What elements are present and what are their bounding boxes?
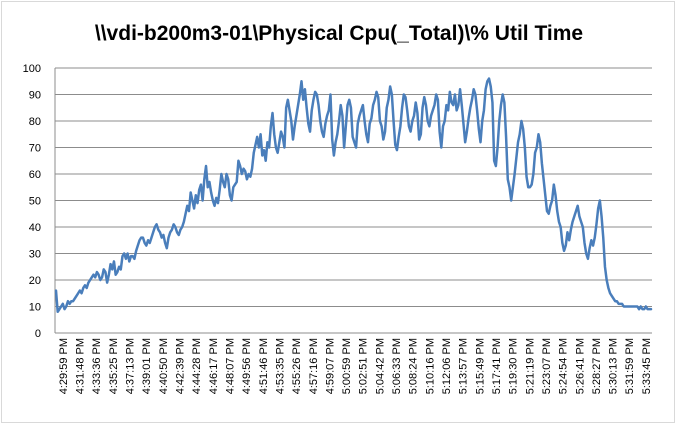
- x-tick-label: 5:31:59 PM: [624, 338, 636, 394]
- x-tick-label: 5:28:27 PM: [591, 338, 603, 394]
- x-tick-label: 5:12:06 PM: [441, 338, 453, 394]
- x-tick-label: 4:46:17 PM: [208, 338, 220, 394]
- y-tick-label: 50: [29, 196, 41, 208]
- x-tick-label: 4:42:39 PM: [175, 338, 187, 394]
- y-tick-label: 80: [29, 116, 41, 128]
- x-tick-label: 5:19:30 PM: [508, 338, 520, 394]
- x-tick-label: 4:57:16 PM: [308, 338, 320, 394]
- x-tick-label: 5:23:07 PM: [541, 338, 553, 394]
- x-tick-label: 5:10:16 PM: [424, 338, 436, 394]
- x-tick-label: 4:49:56 PM: [241, 338, 253, 394]
- chart-title: \\vdi-b200m3-01\Physical Cpu(_Total)\% U…: [94, 22, 584, 45]
- y-tick-label: 10: [29, 302, 41, 314]
- x-tick-label: 5:15:49 PM: [474, 338, 486, 394]
- x-tick-label: 5:17:41 PM: [491, 338, 503, 394]
- x-tick-label: 4:40:50 PM: [158, 338, 170, 394]
- x-tick-label: 5:30:13 PM: [608, 338, 620, 394]
- x-tick-label: 4:31:48 PM: [75, 338, 87, 394]
- x-tick-label: 5:08:24 PM: [408, 338, 420, 394]
- y-tick-label: 30: [29, 249, 41, 261]
- series-line: [54, 77, 653, 314]
- y-tick-label: 0: [35, 328, 41, 340]
- x-tick-label: 5:33:45 PM: [641, 338, 653, 394]
- x-tick-label: 4:51:46 PM: [258, 338, 270, 394]
- y-tick-label: 70: [29, 143, 41, 155]
- x-tick-label: 5:26:41 PM: [574, 338, 586, 394]
- y-tick-label: 20: [29, 275, 41, 287]
- x-tick-label: 4:39:01 PM: [141, 338, 153, 394]
- x-tick-label: 4:48:07 PM: [224, 338, 236, 394]
- x-tick-label: 5:24:54 PM: [558, 338, 570, 394]
- x-tick-label: 4:53:35 PM: [274, 338, 286, 394]
- x-tick-label: 5:21:19 PM: [524, 338, 536, 394]
- x-tick-label: 4:55:26 PM: [291, 338, 303, 394]
- x-tick-label: 4:35:25 PM: [108, 338, 120, 394]
- x-tick-label: 4:44:28 PM: [191, 338, 203, 394]
- x-tick-label: 4:37:13 PM: [125, 338, 137, 394]
- x-tick-label: 4:59:07 PM: [324, 338, 336, 394]
- x-tick-label: 5:04:42 PM: [374, 338, 386, 394]
- x-tick-label: 5:13:57 PM: [458, 338, 470, 394]
- x-tick-label: 4:29:59 PM: [58, 338, 70, 394]
- x-tick-label: 5:06:33 PM: [391, 338, 403, 394]
- x-tick-label: 5:02:51 PM: [358, 338, 370, 394]
- y-tick-label: 90: [29, 90, 41, 102]
- y-tick-label: 40: [29, 222, 41, 234]
- y-tick-label: 100: [23, 63, 41, 75]
- y-tick-label: 60: [29, 169, 41, 181]
- x-tick-label: 4:33:36 PM: [91, 338, 103, 394]
- x-tick-label: 5:00:59 PM: [341, 338, 353, 394]
